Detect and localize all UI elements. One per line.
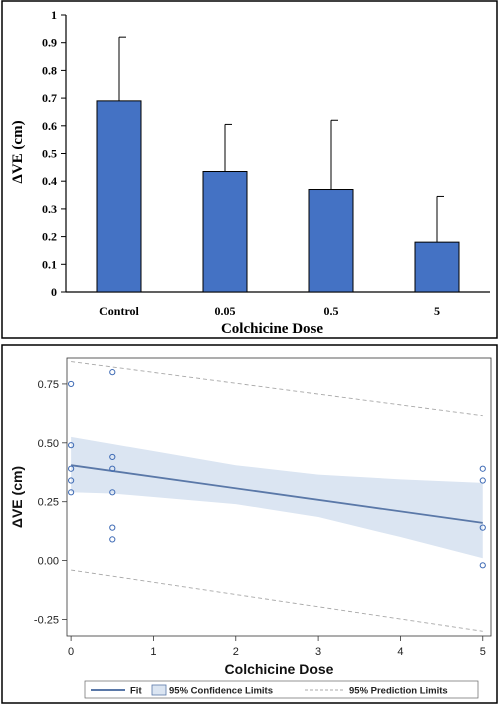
regression-y-tick-label: 0.50 bbox=[38, 438, 59, 450]
data-point bbox=[479, 465, 486, 472]
regression-x-tick-label: 4 bbox=[397, 646, 403, 658]
data-point bbox=[109, 536, 116, 543]
data-point bbox=[109, 465, 116, 472]
bar-y-tick-label: 1 bbox=[51, 8, 57, 22]
data-point bbox=[479, 562, 486, 569]
regression-x-tick-label: 5 bbox=[480, 646, 486, 658]
bar-x-tick-label: Control bbox=[99, 304, 139, 318]
bar-x-axis-title: Colchicine Dose bbox=[221, 321, 323, 337]
regression-y-axis-title: ΔVE (cm) bbox=[9, 466, 25, 528]
regression-legend: Fit 95% Confidence Limits 95% Prediction… bbox=[84, 680, 479, 699]
regression-plot-border bbox=[66, 357, 492, 637]
bar bbox=[202, 171, 248, 293]
regression-panel: -0.25 0.00 0.25 0.50 0.75 0 1 2 3 4 5 Colchicine D… bbox=[1, 344, 498, 704]
data-point bbox=[68, 489, 75, 496]
legend-box bbox=[84, 680, 479, 699]
bar-x-tick-label: 5 bbox=[434, 304, 440, 318]
fit-line bbox=[70, 464, 483, 524]
regression-y-tick-label: 0.00 bbox=[38, 556, 59, 568]
data-point bbox=[68, 380, 75, 388]
bar-chart-frame bbox=[1, 0, 498, 339]
data-point bbox=[479, 477, 486, 484]
data-point bbox=[479, 524, 486, 531]
regression-plot-area: -0.25 0.00 0.25 0.50 0.75 0 1 2 3 4 5 bbox=[34, 361, 486, 658]
confidence-band bbox=[71, 436, 483, 559]
bar-y-axis-title: ΔVE (cm) bbox=[10, 120, 26, 183]
data-point bbox=[109, 369, 116, 376]
regression-x-tick-label: 0 bbox=[68, 646, 74, 658]
data-point bbox=[68, 465, 75, 472]
bar-y-tick-label: 0.7 bbox=[42, 91, 57, 105]
bar-chart-panel: 0 0.1 0.2 0.3 0.4 0.5 0.6 0.7 0.8 0.9 1 Control 0.05… bbox=[1, 0, 498, 339]
bar bbox=[414, 241, 460, 293]
regression-x-tick-label: 3 bbox=[315, 646, 321, 658]
bar-y-tick-label: 0.5 bbox=[42, 147, 57, 161]
regression-x-axis-title: Colchicine Dose bbox=[225, 661, 334, 677]
bar-y-tick-label: 0.6 bbox=[42, 119, 57, 133]
legend-confidence-label: 95% Confidence Limits bbox=[169, 686, 273, 697]
bar-x-tick-label: 0.05 bbox=[215, 304, 236, 318]
regression-frame bbox=[1, 344, 498, 704]
bar bbox=[96, 100, 142, 293]
bar-y-tick-label: 0.4 bbox=[42, 174, 57, 188]
data-point bbox=[68, 477, 75, 484]
data-point bbox=[109, 453, 116, 461]
bar-y-tick-label: 0 bbox=[51, 285, 57, 299]
regression-x-tick-label: 2 bbox=[233, 646, 239, 658]
regression-y-tick-label: -0.25 bbox=[34, 615, 59, 627]
data-point bbox=[109, 524, 116, 531]
bar-y-tick-label: 0.1 bbox=[42, 257, 57, 271]
legend-fit-label: Fit bbox=[130, 686, 142, 697]
bar-y-tick-label: 0.3 bbox=[42, 202, 57, 216]
legend-prediction-label: 95% Prediction Limits bbox=[349, 686, 448, 697]
prediction-limit-lower bbox=[71, 569, 483, 632]
regression-y-tick-label: 0.75 bbox=[38, 379, 59, 391]
regression-x-tick-label: 1 bbox=[150, 646, 156, 658]
bar-y-tick-label: 0.8 bbox=[42, 63, 57, 77]
regression-y-tick-label: 0.25 bbox=[38, 497, 59, 509]
legend-confidence-swatch bbox=[151, 684, 167, 696]
data-point bbox=[109, 489, 116, 496]
bar-y-tick-label: 0.9 bbox=[42, 36, 57, 50]
data-point bbox=[68, 442, 75, 449]
bar bbox=[308, 189, 354, 293]
bar-plot-area: 0 0.1 0.2 0.3 0.4 0.5 0.6 0.7 0.8 0.9 1 Control 0.05… bbox=[42, 8, 490, 318]
bar-y-tick-label: 0.2 bbox=[42, 230, 57, 244]
prediction-limit-upper bbox=[71, 361, 483, 417]
bar-x-tick-label: 0.5 bbox=[324, 304, 339, 318]
